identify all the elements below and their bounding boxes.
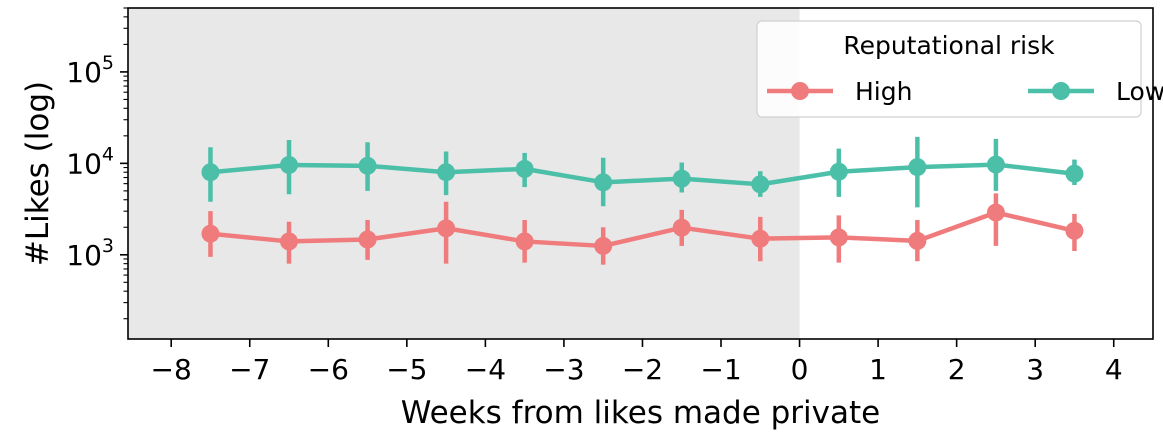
legend-marker xyxy=(791,82,809,100)
data-point xyxy=(280,232,299,251)
legend-label: Low xyxy=(1116,77,1163,106)
legend-label: High xyxy=(855,77,912,106)
data-point xyxy=(1065,221,1084,240)
x-tick-label: 0 xyxy=(791,353,809,386)
series-line xyxy=(210,210,1075,249)
data-point xyxy=(201,163,220,182)
y-tick-label: 104 xyxy=(66,143,114,180)
x-axis: −8 −7 −6 −5 −4 −3 −2 −1 0 1 2 3 4 xyxy=(151,339,1123,386)
legend-entry-low: Low xyxy=(1028,77,1163,106)
series-line xyxy=(210,162,1075,187)
data-point xyxy=(437,219,456,238)
legend-title: Reputational risk xyxy=(843,31,1055,60)
data-point xyxy=(1065,164,1084,183)
legend: Reputational risk High Low xyxy=(756,20,1163,118)
data-point xyxy=(437,163,456,182)
y-tick-label: 103 xyxy=(66,235,114,272)
data-point xyxy=(280,155,299,174)
data-point xyxy=(986,203,1005,222)
x-tick-label: −8 xyxy=(151,353,192,386)
x-tick-label: 1 xyxy=(869,353,887,386)
data-point xyxy=(829,228,848,247)
data-point xyxy=(908,158,927,177)
x-tick-label: −4 xyxy=(465,353,506,386)
x-axis-title: Weeks from likes made private xyxy=(401,395,881,431)
series-low xyxy=(201,136,1084,208)
data-point xyxy=(594,236,613,255)
x-tick-label: 3 xyxy=(1026,353,1044,386)
x-tick-label: 4 xyxy=(1105,353,1123,386)
x-tick-label: −7 xyxy=(229,353,270,386)
data-point xyxy=(358,156,377,175)
data-point xyxy=(751,175,770,194)
data-point xyxy=(751,229,770,248)
x-tick-label: −5 xyxy=(386,353,427,386)
data-point xyxy=(201,224,220,243)
data-point xyxy=(829,162,848,181)
x-tick-label: −3 xyxy=(543,353,584,386)
y-tick-label: 105 xyxy=(66,52,114,89)
data-point xyxy=(515,232,534,251)
y-axis: 103 104 105 xyxy=(66,7,128,320)
y-axis-title: #Likes (log) xyxy=(20,81,56,266)
data-point xyxy=(908,231,927,250)
legend-entry-high: High xyxy=(767,77,912,106)
x-tick-label: −6 xyxy=(308,353,349,386)
plot-frame xyxy=(127,7,1154,340)
data-point xyxy=(986,155,1005,174)
data-point xyxy=(672,169,691,188)
data-point xyxy=(515,159,534,178)
data-point xyxy=(672,218,691,237)
data-point xyxy=(594,173,613,192)
series-layer xyxy=(201,136,1084,265)
x-tick-label: 2 xyxy=(948,353,966,386)
x-tick-label: −1 xyxy=(700,353,741,386)
series-high xyxy=(201,193,1084,265)
legend-marker xyxy=(1052,82,1070,100)
data-point xyxy=(358,230,377,249)
x-tick-label: −2 xyxy=(622,353,663,386)
